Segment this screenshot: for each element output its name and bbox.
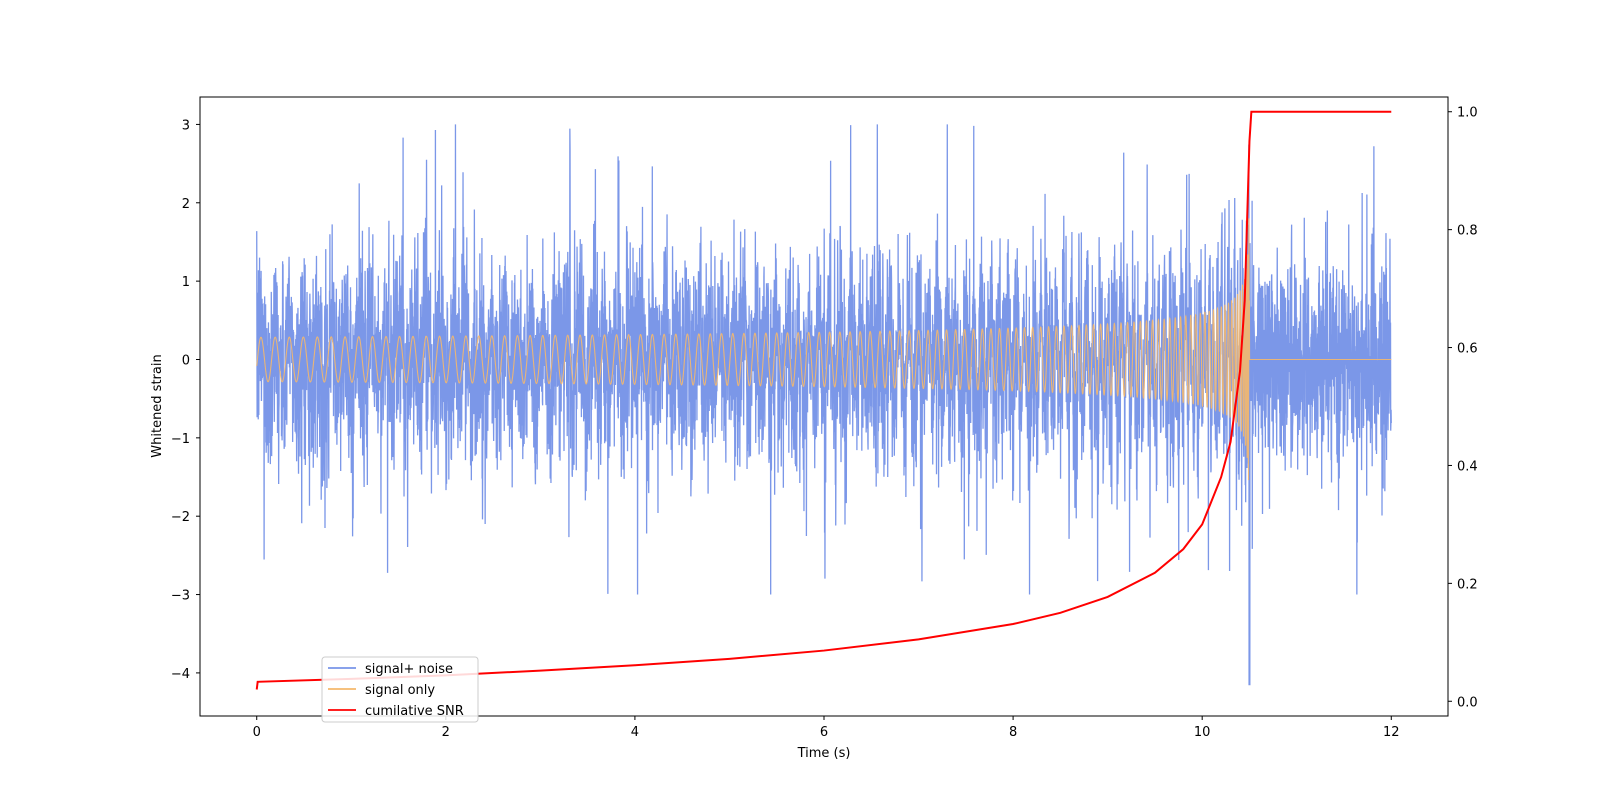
y2-tick-label: 1.0 <box>1457 106 1478 121</box>
x-tick-label: 4 <box>631 725 639 740</box>
y-tick-label: −4 <box>171 667 190 682</box>
series-layer <box>255 110 1392 690</box>
x-tick-label: 0 <box>253 725 261 740</box>
x-tick-label: 8 <box>1009 725 1017 740</box>
y-tick-label: 0 <box>182 353 190 368</box>
y2-tick-label: 0.4 <box>1457 459 1478 474</box>
y2-tick-label: 0.6 <box>1457 342 1478 357</box>
y-tick-label: 3 <box>182 118 190 133</box>
y-axis-left: 3 2 1 0 −1 −2 −3 −4 <box>171 118 200 682</box>
y-tick-label: 2 <box>182 197 190 212</box>
x-tick-label: 2 <box>442 725 450 740</box>
x-axis-label: Time (s) <box>797 746 851 761</box>
series-cumulative-snr <box>255 110 1392 690</box>
legend-label-signal-noise: signal+ noise <box>365 662 453 677</box>
series-signal-only <box>256 218 1392 481</box>
y2-tick-label: 0.2 <box>1457 577 1478 592</box>
x-tick-label: 10 <box>1194 725 1211 740</box>
y-tick-label: 1 <box>182 275 190 290</box>
y2-tick-label: 0.0 <box>1457 695 1478 710</box>
y-axis-label: Whitened strain <box>150 354 165 457</box>
y-tick-label: −3 <box>171 589 190 604</box>
legend-box <box>321 656 479 723</box>
legend-label-cumulative-snr: cumilative SNR <box>365 704 464 719</box>
y-tick-label: −2 <box>171 510 190 525</box>
y2-tick-label: 0.8 <box>1457 224 1478 239</box>
series-signal-noise <box>256 124 1392 686</box>
legend-label-signal-only: signal only <box>365 683 435 698</box>
legend: signal+ noise signal only cumilative SNR <box>321 656 479 723</box>
x-tick-label: 6 <box>820 725 828 740</box>
x-tick-label: 12 <box>1383 725 1400 740</box>
y-axis-right: 1.0 0.8 0.6 0.4 0.2 0.0 <box>1448 106 1478 710</box>
y-tick-label: −1 <box>171 432 190 447</box>
